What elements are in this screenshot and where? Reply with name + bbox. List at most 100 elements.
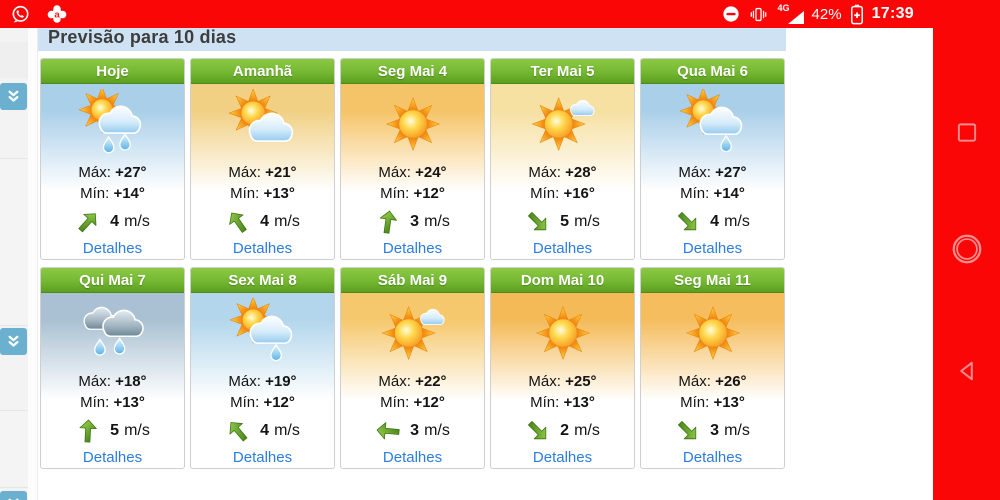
signal-4g-icon: 4G bbox=[777, 3, 804, 25]
wind-speed-value: 3 bbox=[710, 422, 720, 439]
max-label: Máx: bbox=[78, 373, 111, 390]
min-temperature: Mín: +12° bbox=[378, 183, 446, 204]
recents-square-icon bbox=[957, 123, 976, 142]
details-link[interactable]: Detalhes bbox=[532, 449, 593, 466]
min-value: +13° bbox=[113, 394, 145, 411]
details-row: Detalhes bbox=[341, 238, 484, 259]
forecast-card-hoje[interactable]: Hoje Máx: +27° Mín: +14° 4 m/s Detalhes bbox=[40, 58, 185, 260]
max-value: +21° bbox=[265, 164, 297, 181]
forecast-card-seg-mai-11[interactable]: Seg Mai 11 Máx: +26° Mín: +13° 3 m/s Deta… bbox=[640, 267, 785, 469]
wind-unit: m/s bbox=[574, 422, 600, 439]
forecast-card-ter-mai-5[interactable]: Ter Mai 5 Máx: +28° Mín: +16° 5 m/s Detal… bbox=[490, 58, 635, 260]
min-temperature: Mín: +14° bbox=[78, 183, 146, 204]
details-link[interactable]: Detalhes bbox=[82, 449, 143, 466]
card-weather-area: Máx: +19° Mín: +12° bbox=[191, 293, 334, 415]
recents-button[interactable] bbox=[955, 121, 978, 144]
expand-panel-button[interactable] bbox=[0, 328, 27, 355]
wind-speed: 5 m/s bbox=[560, 213, 600, 231]
card-day-header: Seg Mai 11 bbox=[641, 268, 784, 293]
min-temperature: Mín: +13° bbox=[528, 392, 596, 413]
min-label: Mín: bbox=[680, 185, 710, 202]
system-status-icons: 4G 42% 17:39 bbox=[722, 3, 914, 25]
wind-row: 4 m/s bbox=[641, 206, 784, 238]
wind-direction-arrow bbox=[520, 413, 557, 450]
max-label: Máx: bbox=[378, 373, 411, 390]
details-row: Detalhes bbox=[41, 238, 184, 259]
wind-row: 5 m/s bbox=[41, 415, 184, 447]
wind-speed-value: 4 bbox=[710, 213, 720, 230]
details-link[interactable]: Detalhes bbox=[682, 449, 743, 466]
card-day-label: Qua Mai 6 bbox=[677, 63, 748, 80]
wind-speed: 5 m/s bbox=[110, 422, 150, 440]
card-weather-area: Máx: +28° Mín: +16° bbox=[491, 84, 634, 206]
wind-speed: 3 m/s bbox=[710, 422, 750, 440]
details-link[interactable]: Detalhes bbox=[382, 240, 443, 257]
card-weather-area: Máx: +27° Mín: +14° bbox=[41, 84, 184, 206]
wind-direction-arrow bbox=[520, 204, 557, 241]
max-label: Máx: bbox=[678, 373, 711, 390]
card-day-label: Qui Mai 7 bbox=[79, 272, 146, 289]
home-button[interactable] bbox=[950, 232, 984, 266]
left-collapsed-panel bbox=[0, 28, 38, 500]
wind-row: 3 m/s bbox=[641, 415, 784, 447]
details-link[interactable]: Detalhes bbox=[232, 240, 293, 257]
max-value: +28° bbox=[565, 164, 597, 181]
wind-speed: 4 m/s bbox=[710, 213, 750, 231]
details-link[interactable]: Detalhes bbox=[532, 240, 593, 257]
forecast-card-qui-mai-7[interactable]: Qui Mai 7 Máx: +18° Mín: +13° 5 m/s Detal… bbox=[40, 267, 185, 469]
weather-icon bbox=[369, 295, 457, 371]
forecast-card-qua-mai-6[interactable]: Qua Mai 6 Máx: +27° Mín: +14° 4 m/s Detal… bbox=[640, 58, 785, 260]
temperature-block: Máx: +24° Mín: +12° bbox=[378, 162, 446, 204]
panel-fragment bbox=[0, 42, 28, 78]
card-day-header: Amanhã bbox=[191, 59, 334, 84]
card-day-label: Hoje bbox=[96, 63, 129, 80]
expand-panel-button[interactable] bbox=[0, 83, 27, 110]
wind-speed-value: 2 bbox=[560, 422, 570, 439]
wind-speed-value: 4 bbox=[260, 213, 270, 230]
min-value: +16° bbox=[563, 185, 595, 202]
details-row: Detalhes bbox=[341, 447, 484, 468]
max-temperature: Máx: +26° bbox=[678, 371, 746, 392]
wind-row: 4 m/s bbox=[41, 206, 184, 238]
page-title: Previsão para 10 dias bbox=[48, 28, 237, 47]
details-link[interactable]: Detalhes bbox=[682, 240, 743, 257]
battery-percent-label: 42% bbox=[811, 5, 842, 23]
details-link[interactable]: Detalhes bbox=[232, 449, 293, 466]
weather-icon bbox=[519, 86, 607, 162]
details-link[interactable]: Detalhes bbox=[382, 449, 443, 466]
min-temperature: Mín: +12° bbox=[378, 392, 446, 413]
forecast-card-dom-mai-10[interactable]: Dom Mai 10 Máx: +25° Mín: +13° 2 m/s Deta… bbox=[490, 267, 635, 469]
min-label: Mín: bbox=[80, 394, 110, 411]
forecast-card-amanha[interactable]: Amanhã Máx: +21° Mín: +13° 4 m/s Detalhes bbox=[190, 58, 335, 260]
avast-icon: a bbox=[46, 3, 68, 25]
min-label: Mín: bbox=[530, 394, 560, 411]
wind-speed: 3 m/s bbox=[410, 213, 450, 231]
max-label: Máx: bbox=[228, 373, 261, 390]
details-link[interactable]: Detalhes bbox=[82, 240, 143, 257]
max-label: Máx: bbox=[228, 164, 261, 181]
details-row: Detalhes bbox=[191, 238, 334, 259]
min-label: Mín: bbox=[380, 185, 410, 202]
forecast-card-seg-mai-4[interactable]: Seg Mai 4 Máx: +24° Mín: +12° 3 m/s Detal… bbox=[340, 58, 485, 260]
expand-panel-button[interactable] bbox=[0, 491, 27, 500]
back-button[interactable] bbox=[955, 359, 979, 383]
min-temperature: Mín: +14° bbox=[678, 183, 746, 204]
card-day-label: Sex Mai 8 bbox=[228, 272, 297, 289]
temperature-block: Máx: +21° Mín: +13° bbox=[228, 162, 296, 204]
forecast-card-sex-mai-8[interactable]: Sex Mai 8 Máx: +19° Mín: +12° 4 m/s Detal… bbox=[190, 267, 335, 469]
max-value: +25° bbox=[565, 373, 597, 390]
forecast-card-sab-mai-9[interactable]: Sáb Mai 9 Máx: +22° Mín: +12° 3 m/s Detal… bbox=[340, 267, 485, 469]
card-day-label: Ter Mai 5 bbox=[530, 63, 595, 80]
notification-icons: a bbox=[10, 3, 68, 25]
max-temperature: Máx: +24° bbox=[378, 162, 446, 183]
card-weather-area: Máx: +27° Mín: +14° bbox=[641, 84, 784, 206]
clock-label: 17:39 bbox=[871, 5, 914, 22]
wind-unit: m/s bbox=[724, 422, 750, 439]
weather-icon bbox=[519, 295, 607, 371]
details-row: Detalhes bbox=[41, 447, 184, 468]
min-label: Mín: bbox=[680, 394, 710, 411]
min-value: +13° bbox=[263, 185, 295, 202]
card-day-header: Seg Mai 4 bbox=[341, 59, 484, 84]
min-value: +12° bbox=[263, 394, 295, 411]
